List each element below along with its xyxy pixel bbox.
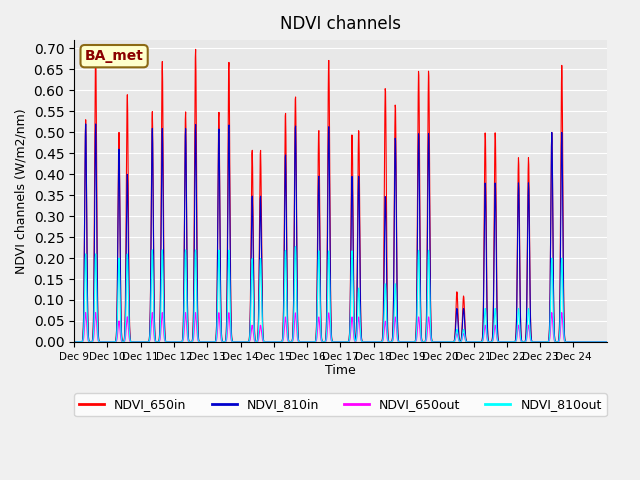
Y-axis label: NDVI channels (W/m2/nm): NDVI channels (W/m2/nm) bbox=[15, 108, 28, 274]
Text: BA_met: BA_met bbox=[84, 49, 143, 63]
Legend: NDVI_650in, NDVI_810in, NDVI_650out, NDVI_810out: NDVI_650in, NDVI_810in, NDVI_650out, NDV… bbox=[74, 394, 607, 417]
X-axis label: Time: Time bbox=[325, 364, 356, 377]
Title: NDVI channels: NDVI channels bbox=[280, 15, 401, 33]
